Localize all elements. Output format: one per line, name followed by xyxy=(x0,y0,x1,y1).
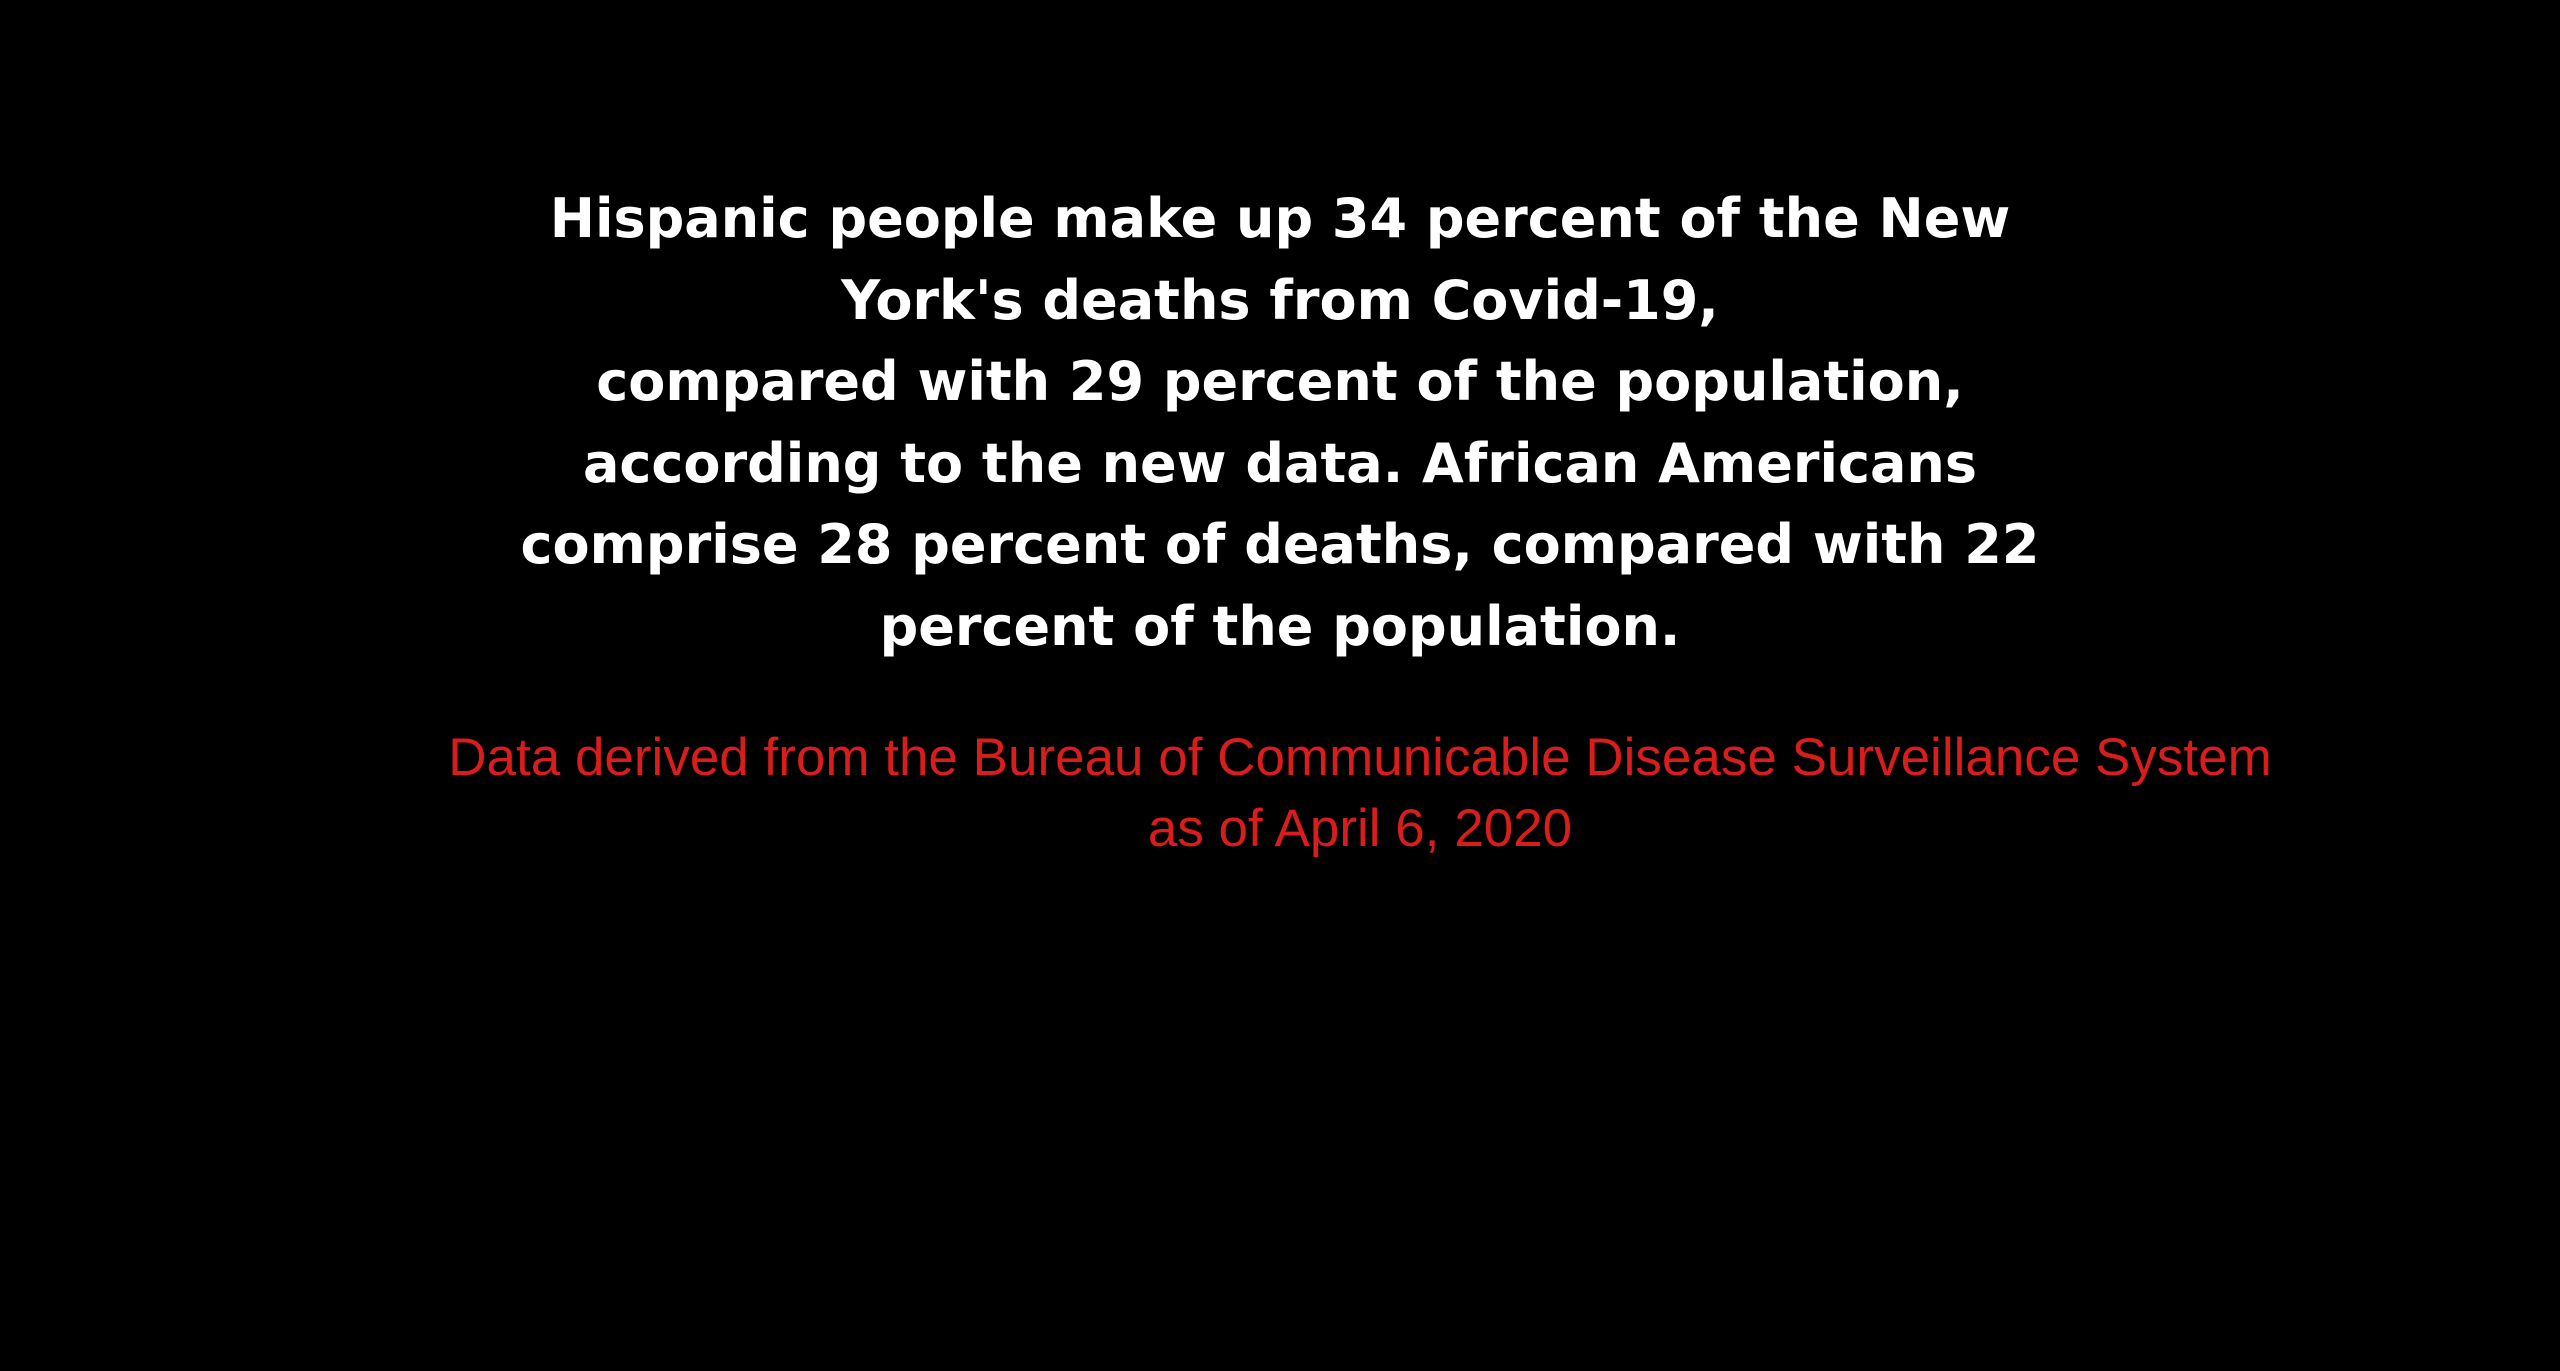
headline-line: comprise 28 percent of deaths, compared … xyxy=(520,513,2040,576)
source-line: as of April 6, 2020 xyxy=(1147,799,1573,858)
headline-line: according to the new data. African Ameri… xyxy=(582,431,1978,495)
source-line: Data derived from the Bureau of Communic… xyxy=(448,728,2272,787)
headline-text: Hispanic people make up 34 percent of th… xyxy=(0,178,2560,667)
headline-line: percent of the population. xyxy=(879,594,1681,658)
headline-line: Hispanic people make up 34 percent of th… xyxy=(549,187,2011,250)
headline-line: York's deaths from Covid-19, xyxy=(841,268,1719,332)
source-note: Data derived from the Bureau of Communic… xyxy=(440,722,2280,864)
headline-line: compared with 29 percent of the populati… xyxy=(596,350,1964,413)
